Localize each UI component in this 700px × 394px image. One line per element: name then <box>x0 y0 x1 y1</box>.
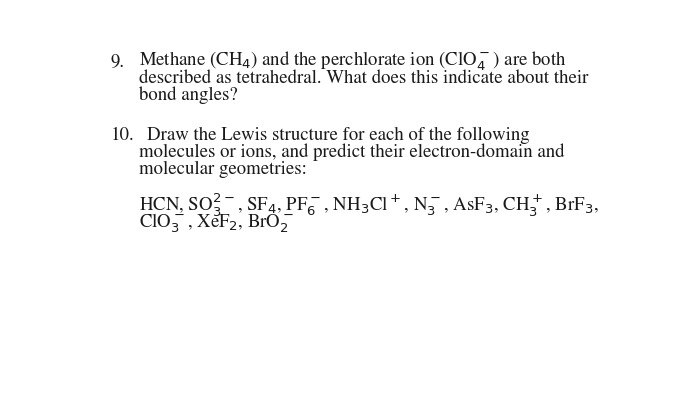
Text: 10.: 10. <box>111 126 134 144</box>
Text: molecules or ions, and predict their electron-domain and: molecules or ions, and predict their ele… <box>139 143 565 161</box>
Text: Draw the Lewis structure for each of the following: Draw the Lewis structure for each of the… <box>147 126 530 144</box>
Text: 9.: 9. <box>111 53 125 70</box>
Text: ClO$_3^-$, XeF$_2$, BrO$_2^-$: ClO$_3^-$, XeF$_2$, BrO$_2^-$ <box>139 212 294 235</box>
Text: described as tetrahedral. What does this indicate about their: described as tetrahedral. What does this… <box>139 70 589 87</box>
Text: HCN, SO$_3^{2-}$, SF$_4$, PF$_6^-$, NH$_3$Cl$^+$, N$_3^-$, AsF$_3$, CH$_3^+$, Br: HCN, SO$_3^{2-}$, SF$_4$, PF$_6^-$, NH$_… <box>139 191 599 218</box>
Text: Methane (CH$_4$) and the perchlorate ion (ClO$_4^-$) are both: Methane (CH$_4$) and the perchlorate ion… <box>139 50 567 73</box>
Text: molecular geometries:: molecular geometries: <box>139 160 307 178</box>
Text: bond angles?: bond angles? <box>139 86 238 104</box>
